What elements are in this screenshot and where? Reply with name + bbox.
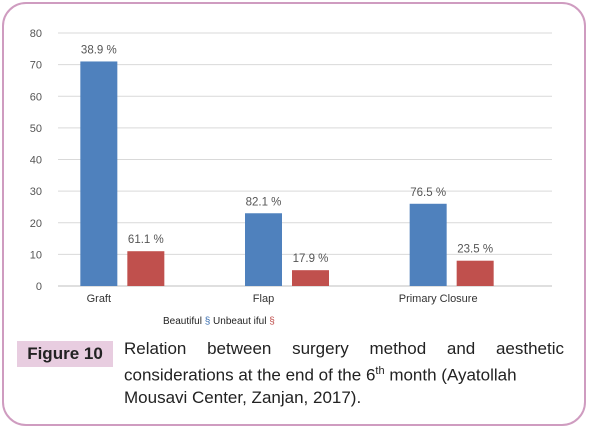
data-label: 76.5 % [410, 187, 446, 199]
caption-word: surgery [292, 339, 349, 358]
bar-beautiful [80, 61, 118, 287]
legend-symbol-2: § [269, 316, 275, 327]
y-tick-label: 20 [30, 218, 42, 230]
bar-unbeautiful [456, 260, 494, 286]
caption-line-2-post: month (Ayatollah [384, 365, 517, 385]
caption-line-2-pre: considerations at the end of the 6 [124, 365, 376, 385]
y-tick-label: 60 [30, 91, 42, 103]
legend-label-unbeautiful: Unbeaut iful [213, 316, 267, 327]
x-tick-label: Flap [253, 293, 274, 305]
bar-chart: 0 10 20 30 40 50 60 70 80 38.9 % 61.1 % 82.1 % 17.9… [30, 28, 552, 305]
bar-beautiful [409, 203, 447, 286]
figure-frame [2, 2, 586, 426]
y-tick-label: 0 [36, 281, 42, 293]
x-tick-label: Graft [87, 293, 111, 305]
data-label: 23.5 % [457, 244, 493, 256]
caption-word: Relation [124, 339, 187, 358]
bar-unbeautiful [292, 270, 329, 286]
data-labels: 38.9 % 61.1 % 82.1 % 17.9 % 76.5 % 23.5 % [81, 44, 493, 265]
data-label: 61.1 % [128, 234, 164, 246]
caption-superscript: th [375, 365, 385, 377]
caption-line-1: Relation between surgery method and aesthetic [124, 338, 564, 360]
data-label: 17.9 % [293, 253, 329, 265]
caption-word: and [446, 339, 476, 358]
figure-label: Figure 10 [17, 341, 113, 367]
legend: Beautiful § Unbeaut iful § [163, 316, 275, 327]
y-axis: 0 10 20 30 40 50 60 70 80 [30, 28, 42, 293]
data-label: 38.9 % [81, 44, 117, 56]
caption-word: aesthetic [495, 339, 564, 358]
y-tick-label: 50 [30, 123, 42, 135]
y-tick-label: 40 [30, 155, 42, 167]
figure-caption: Relation between surgery method and aesthetic… [124, 338, 564, 409]
legend-label-beautiful: Beautiful [163, 316, 202, 327]
x-tick-label: Primary Closure [399, 293, 478, 305]
caption-line-2: considerations at the end of the 6th mon… [124, 360, 564, 387]
y-tick-label: 70 [30, 60, 42, 72]
legend-symbol-1: § [204, 316, 211, 327]
bar-beautiful [245, 213, 282, 286]
y-tick-label: 80 [30, 28, 42, 40]
y-tick-label: 30 [30, 186, 42, 198]
data-label: 82.1 % [246, 196, 282, 208]
y-tick-label: 10 [30, 249, 42, 261]
bars [80, 61, 494, 287]
caption-word: method [369, 339, 427, 358]
caption-line-3: Mousavi Center, Zanjan, 2017). [124, 387, 362, 407]
bar-unbeautiful [127, 251, 165, 286]
x-axis: Graft Flap Primary Closure [87, 293, 478, 305]
caption-word: between [207, 339, 272, 358]
